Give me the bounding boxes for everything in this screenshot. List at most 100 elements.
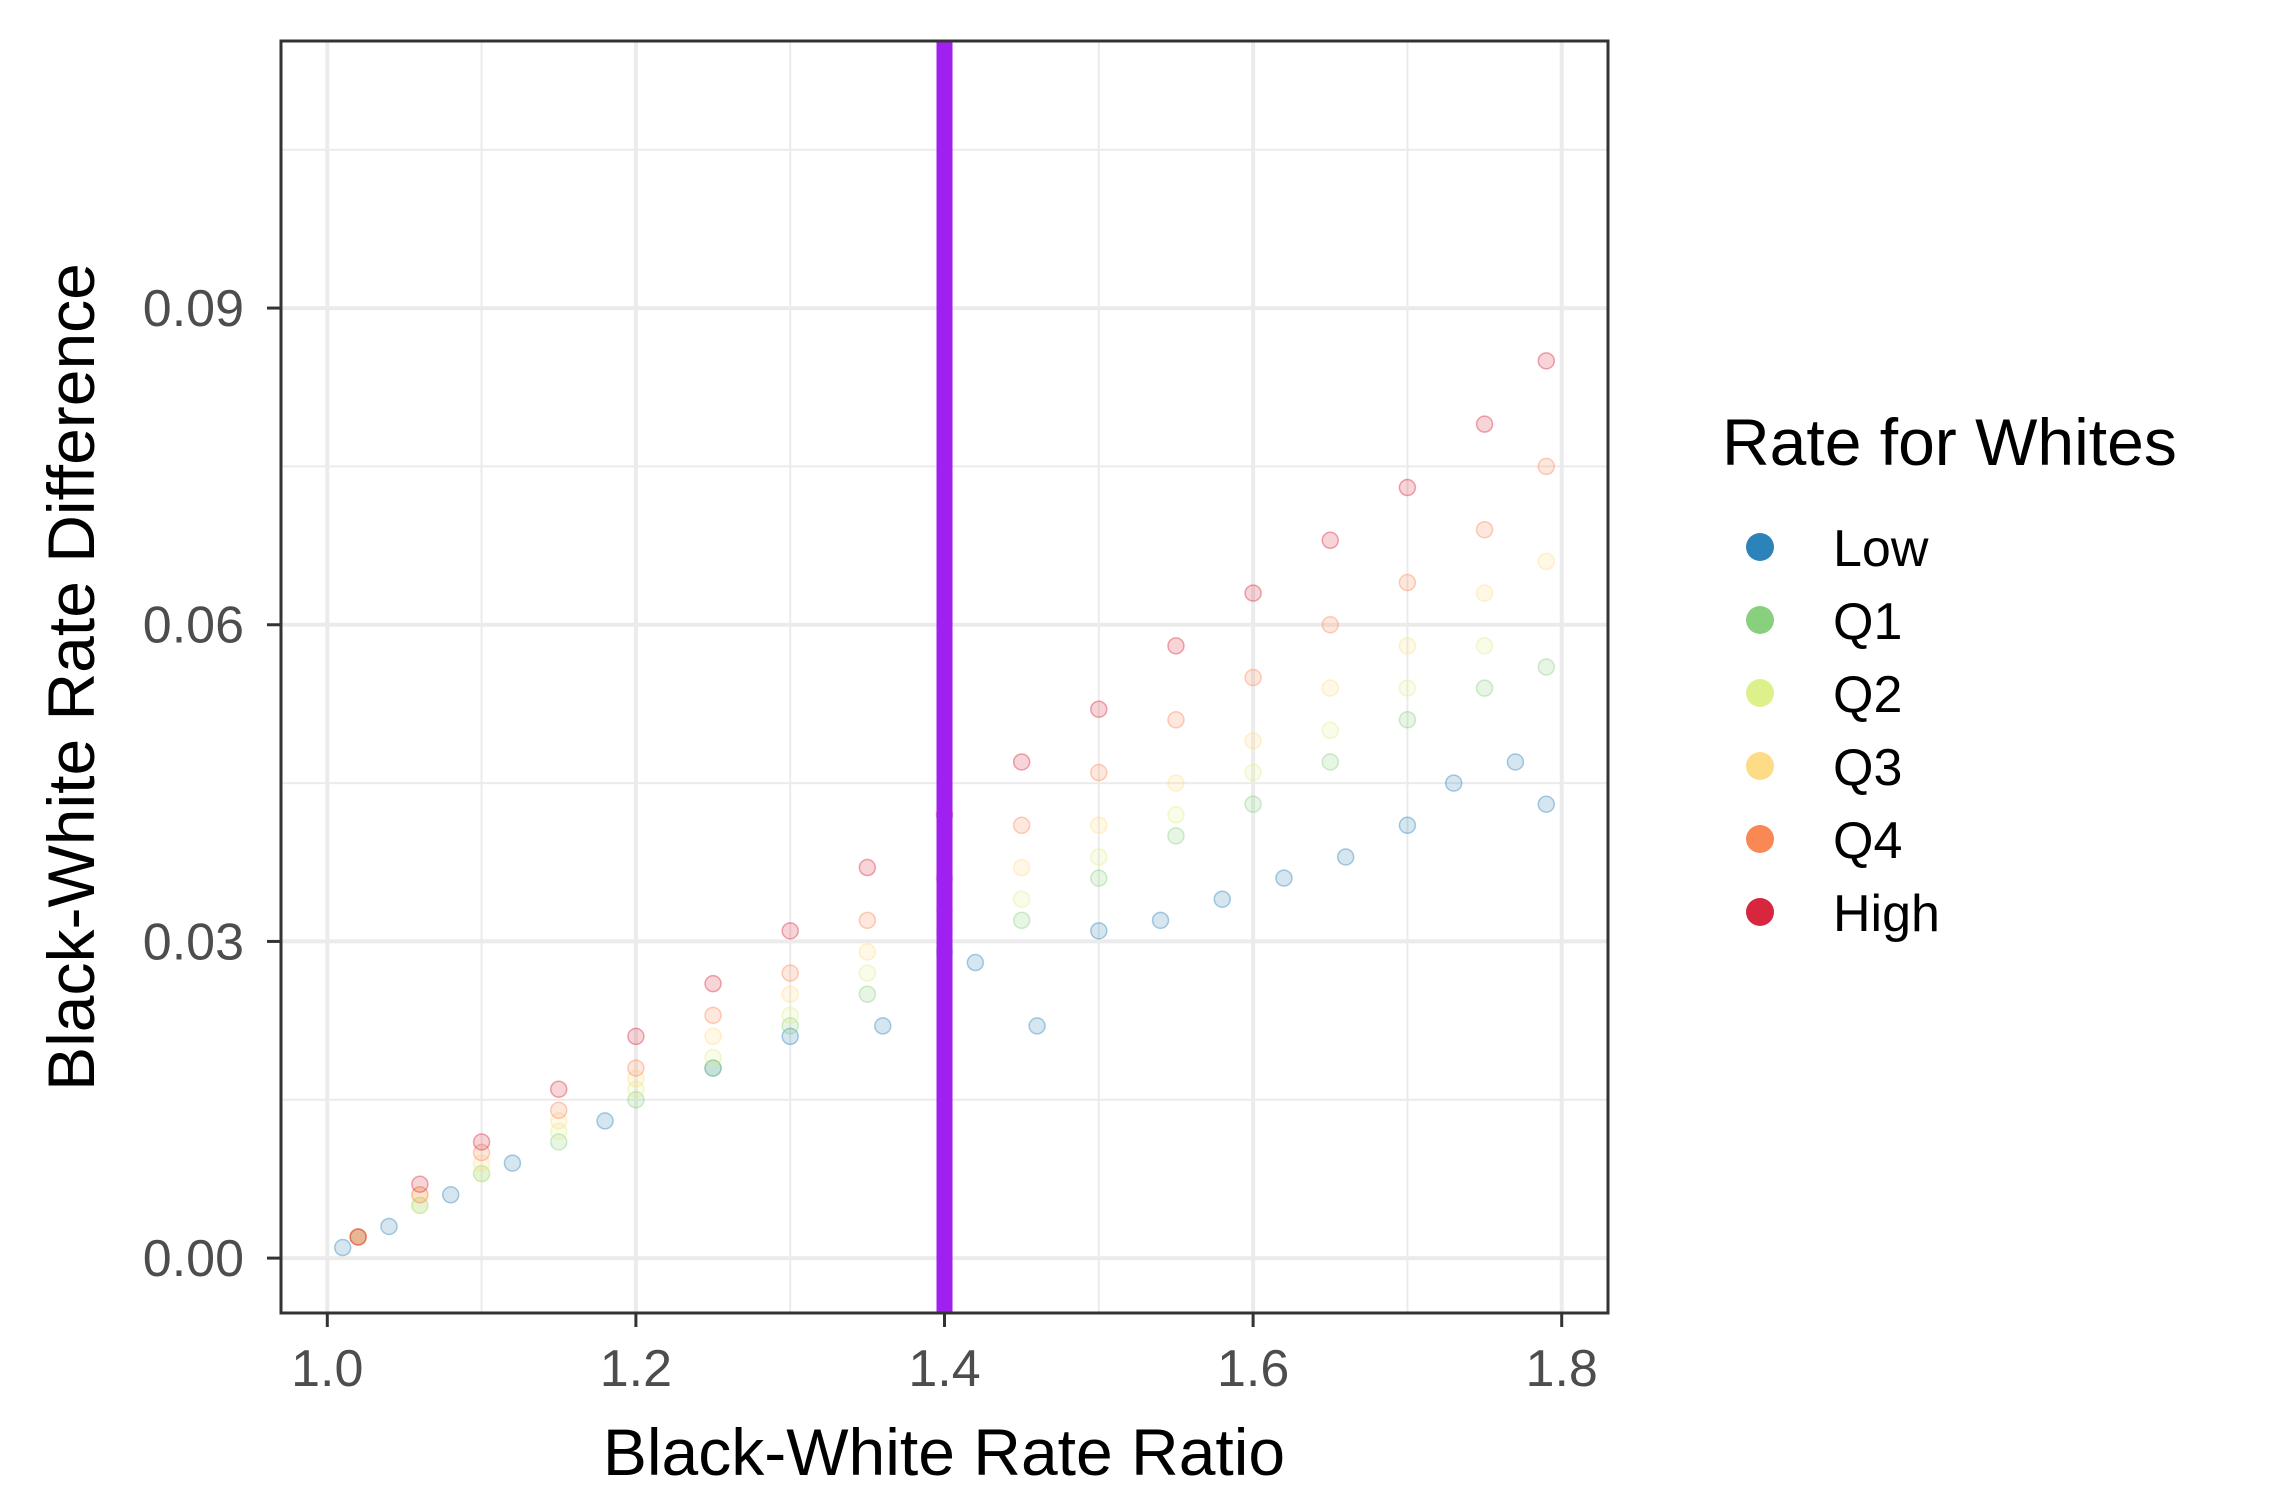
data-point-q1 <box>1244 795 1262 813</box>
x-axis-title: Black-White Rate Ratio <box>603 1415 1285 1489</box>
data-point-high <box>411 1175 429 1193</box>
legend: Rate for Whites Low Q1 Q2 Q3 Q4 High <box>1722 405 2177 943</box>
data-point-high <box>704 974 722 993</box>
data-point-high <box>1244 584 1262 602</box>
data-point-q4 <box>549 1101 568 1120</box>
data-point-q3 <box>472 1154 491 1172</box>
data-point-low <box>1506 753 1525 771</box>
data-point-q4 <box>1244 668 1262 687</box>
data-point-low <box>596 1112 614 1130</box>
data-point-q2 <box>411 1196 429 1215</box>
y-tick-label: 0.03 <box>143 913 244 971</box>
data-point-q3 <box>1321 679 1340 697</box>
data-point-q2 <box>1475 637 1494 655</box>
data-point-q1 <box>549 1133 568 1151</box>
data-point-q2 <box>549 1122 568 1141</box>
data-point-high <box>1475 415 1494 433</box>
data-point-q3 <box>858 943 877 961</box>
data-point-q2 <box>1012 890 1031 908</box>
data-point-q3 <box>349 1228 367 1246</box>
data-point-low <box>1398 816 1417 835</box>
data-point-q4 <box>1012 816 1031 835</box>
data-point-low <box>503 1154 522 1172</box>
data-point-q2 <box>349 1228 367 1246</box>
data-point-q1 <box>472 1164 491 1183</box>
legend-key-low <box>1746 533 1774 561</box>
data-point-q1 <box>1398 711 1417 729</box>
y-axis-title: Black-White Rate Difference <box>34 263 108 1091</box>
legend-label: Low <box>1833 520 1929 578</box>
data-point-q3 <box>1244 732 1262 750</box>
legend-label: Q2 <box>1833 666 1902 724</box>
legend-key-high <box>1746 898 1774 926</box>
data-point-q1 <box>704 1059 722 1077</box>
data-point-q1 <box>1321 753 1340 771</box>
x-tick-label: 1.8 <box>1526 1340 1598 1398</box>
data-point-q3 <box>1537 552 1556 571</box>
data-point-low <box>1151 911 1170 930</box>
data-point-q3 <box>1090 816 1108 835</box>
x-tick-label: 1.2 <box>600 1340 672 1398</box>
data-point-q4 <box>1321 615 1340 634</box>
data-point-low <box>1444 774 1463 792</box>
data-point-q2 <box>1167 806 1185 824</box>
data-point-q2 <box>1244 763 1262 782</box>
data-point-q1 <box>1475 679 1494 697</box>
data-point-q2 <box>1398 679 1417 697</box>
data-point-low <box>966 953 985 972</box>
data-point-q4 <box>858 911 877 930</box>
data-point-low <box>781 1027 799 1046</box>
y-tick-label: 0.09 <box>143 280 244 338</box>
legend-label: Q1 <box>1833 593 1902 651</box>
legend-items: Low Q1 Q2 Q3 Q4 High <box>1746 520 1940 943</box>
data-point-high <box>1090 700 1108 718</box>
data-point-low <box>1090 922 1108 940</box>
data-point-high <box>858 858 877 877</box>
legend-label: High <box>1833 885 1940 943</box>
x-tick-label: 1.6 <box>1217 1340 1289 1398</box>
data-point-q4 <box>1475 520 1494 539</box>
legend-title: Rate for Whites <box>1722 405 2177 479</box>
data-point-high <box>1012 753 1031 771</box>
data-point-q3 <box>1167 774 1185 792</box>
data-point-low <box>1336 848 1355 866</box>
data-point-q4 <box>1398 573 1417 592</box>
data-point-q3 <box>1398 637 1417 655</box>
legend-key-q4 <box>1746 825 1774 853</box>
data-point-low <box>1275 869 1293 887</box>
data-point-q2 <box>781 1006 799 1025</box>
data-point-high <box>472 1133 491 1151</box>
legend-label: Q4 <box>1833 812 1902 870</box>
legend-key-q3 <box>1746 752 1774 780</box>
data-point-q3 <box>704 1027 722 1046</box>
data-point-q4 <box>1167 711 1185 729</box>
data-point-q1 <box>349 1228 367 1246</box>
data-point-low <box>1537 795 1556 813</box>
data-point-low <box>704 1059 722 1077</box>
y-tick-label: 0.06 <box>143 597 244 655</box>
data-point-high <box>781 922 799 940</box>
data-point-q2 <box>627 1080 645 1098</box>
data-point-q1 <box>1537 658 1556 676</box>
data-point-q3 <box>1012 858 1031 877</box>
ticks-layer: 1.0 1.2 1.4 1.6 1.8 0.00 0.03 0.06 0.09 <box>143 280 1598 1398</box>
y-tick-label: 0.00 <box>143 1230 244 1288</box>
data-point-q4 <box>1537 457 1556 476</box>
x-tick-label: 1.0 <box>291 1340 363 1398</box>
data-point-q3 <box>1475 584 1494 602</box>
data-point-q3 <box>627 1069 645 1088</box>
data-point-q1 <box>1012 911 1031 930</box>
data-point-q4 <box>1090 763 1108 782</box>
data-point-high <box>1537 352 1556 370</box>
data-point-high <box>1398 478 1417 497</box>
data-point-q4 <box>411 1186 429 1204</box>
data-point-q3 <box>549 1112 568 1130</box>
legend-key-q1 <box>1746 606 1774 634</box>
data-point-q2 <box>1090 848 1108 866</box>
data-point-high <box>627 1027 645 1046</box>
legend-label: Q3 <box>1833 739 1902 797</box>
data-point-q4 <box>349 1228 367 1246</box>
data-point-low <box>333 1238 352 1257</box>
